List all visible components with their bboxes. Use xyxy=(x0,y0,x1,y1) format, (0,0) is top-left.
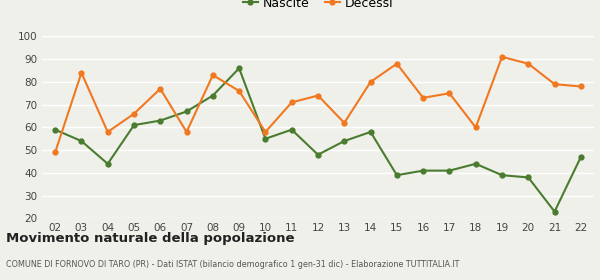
Decessi xyxy=(499,55,506,59)
Decessi xyxy=(367,80,374,84)
Decessi xyxy=(341,121,348,125)
Nascite xyxy=(341,139,348,143)
Nascite xyxy=(157,119,164,122)
Nascite xyxy=(262,137,269,141)
Decessi xyxy=(157,87,164,90)
Text: Movimento naturale della popolazione: Movimento naturale della popolazione xyxy=(6,232,295,245)
Nascite xyxy=(524,176,532,179)
Decessi xyxy=(183,130,190,134)
Nascite xyxy=(209,94,217,97)
Decessi xyxy=(551,83,558,86)
Legend: Nascite, Decessi: Nascite, Decessi xyxy=(238,0,398,15)
Nascite xyxy=(183,110,190,113)
Decessi xyxy=(130,112,137,115)
Nascite xyxy=(551,210,558,213)
Nascite xyxy=(446,169,453,172)
Decessi xyxy=(78,71,85,74)
Nascite xyxy=(78,139,85,143)
Nascite xyxy=(236,67,243,70)
Nascite xyxy=(288,128,295,131)
Nascite xyxy=(314,153,322,157)
Decessi xyxy=(104,130,112,134)
Decessi xyxy=(577,85,584,88)
Decessi xyxy=(236,89,243,93)
Decessi xyxy=(472,126,479,129)
Text: COMUNE DI FORNOVO DI TARO (PR) - Dati ISTAT (bilancio demografico 1 gen-31 dic) : COMUNE DI FORNOVO DI TARO (PR) - Dati IS… xyxy=(6,260,460,269)
Decessi xyxy=(393,62,400,66)
Line: Decessi: Decessi xyxy=(53,54,583,155)
Decessi xyxy=(209,73,217,77)
Nascite xyxy=(499,174,506,177)
Nascite xyxy=(393,174,400,177)
Nascite xyxy=(104,162,112,165)
Decessi xyxy=(52,151,59,154)
Nascite xyxy=(367,130,374,134)
Decessi xyxy=(419,96,427,99)
Decessi xyxy=(524,62,532,66)
Decessi xyxy=(262,130,269,134)
Decessi xyxy=(288,101,295,104)
Nascite xyxy=(472,162,479,165)
Nascite xyxy=(577,155,584,159)
Nascite xyxy=(130,123,137,127)
Decessi xyxy=(446,92,453,95)
Nascite xyxy=(52,128,59,131)
Decessi xyxy=(314,94,322,97)
Line: Nascite: Nascite xyxy=(53,66,583,214)
Nascite xyxy=(419,169,427,172)
